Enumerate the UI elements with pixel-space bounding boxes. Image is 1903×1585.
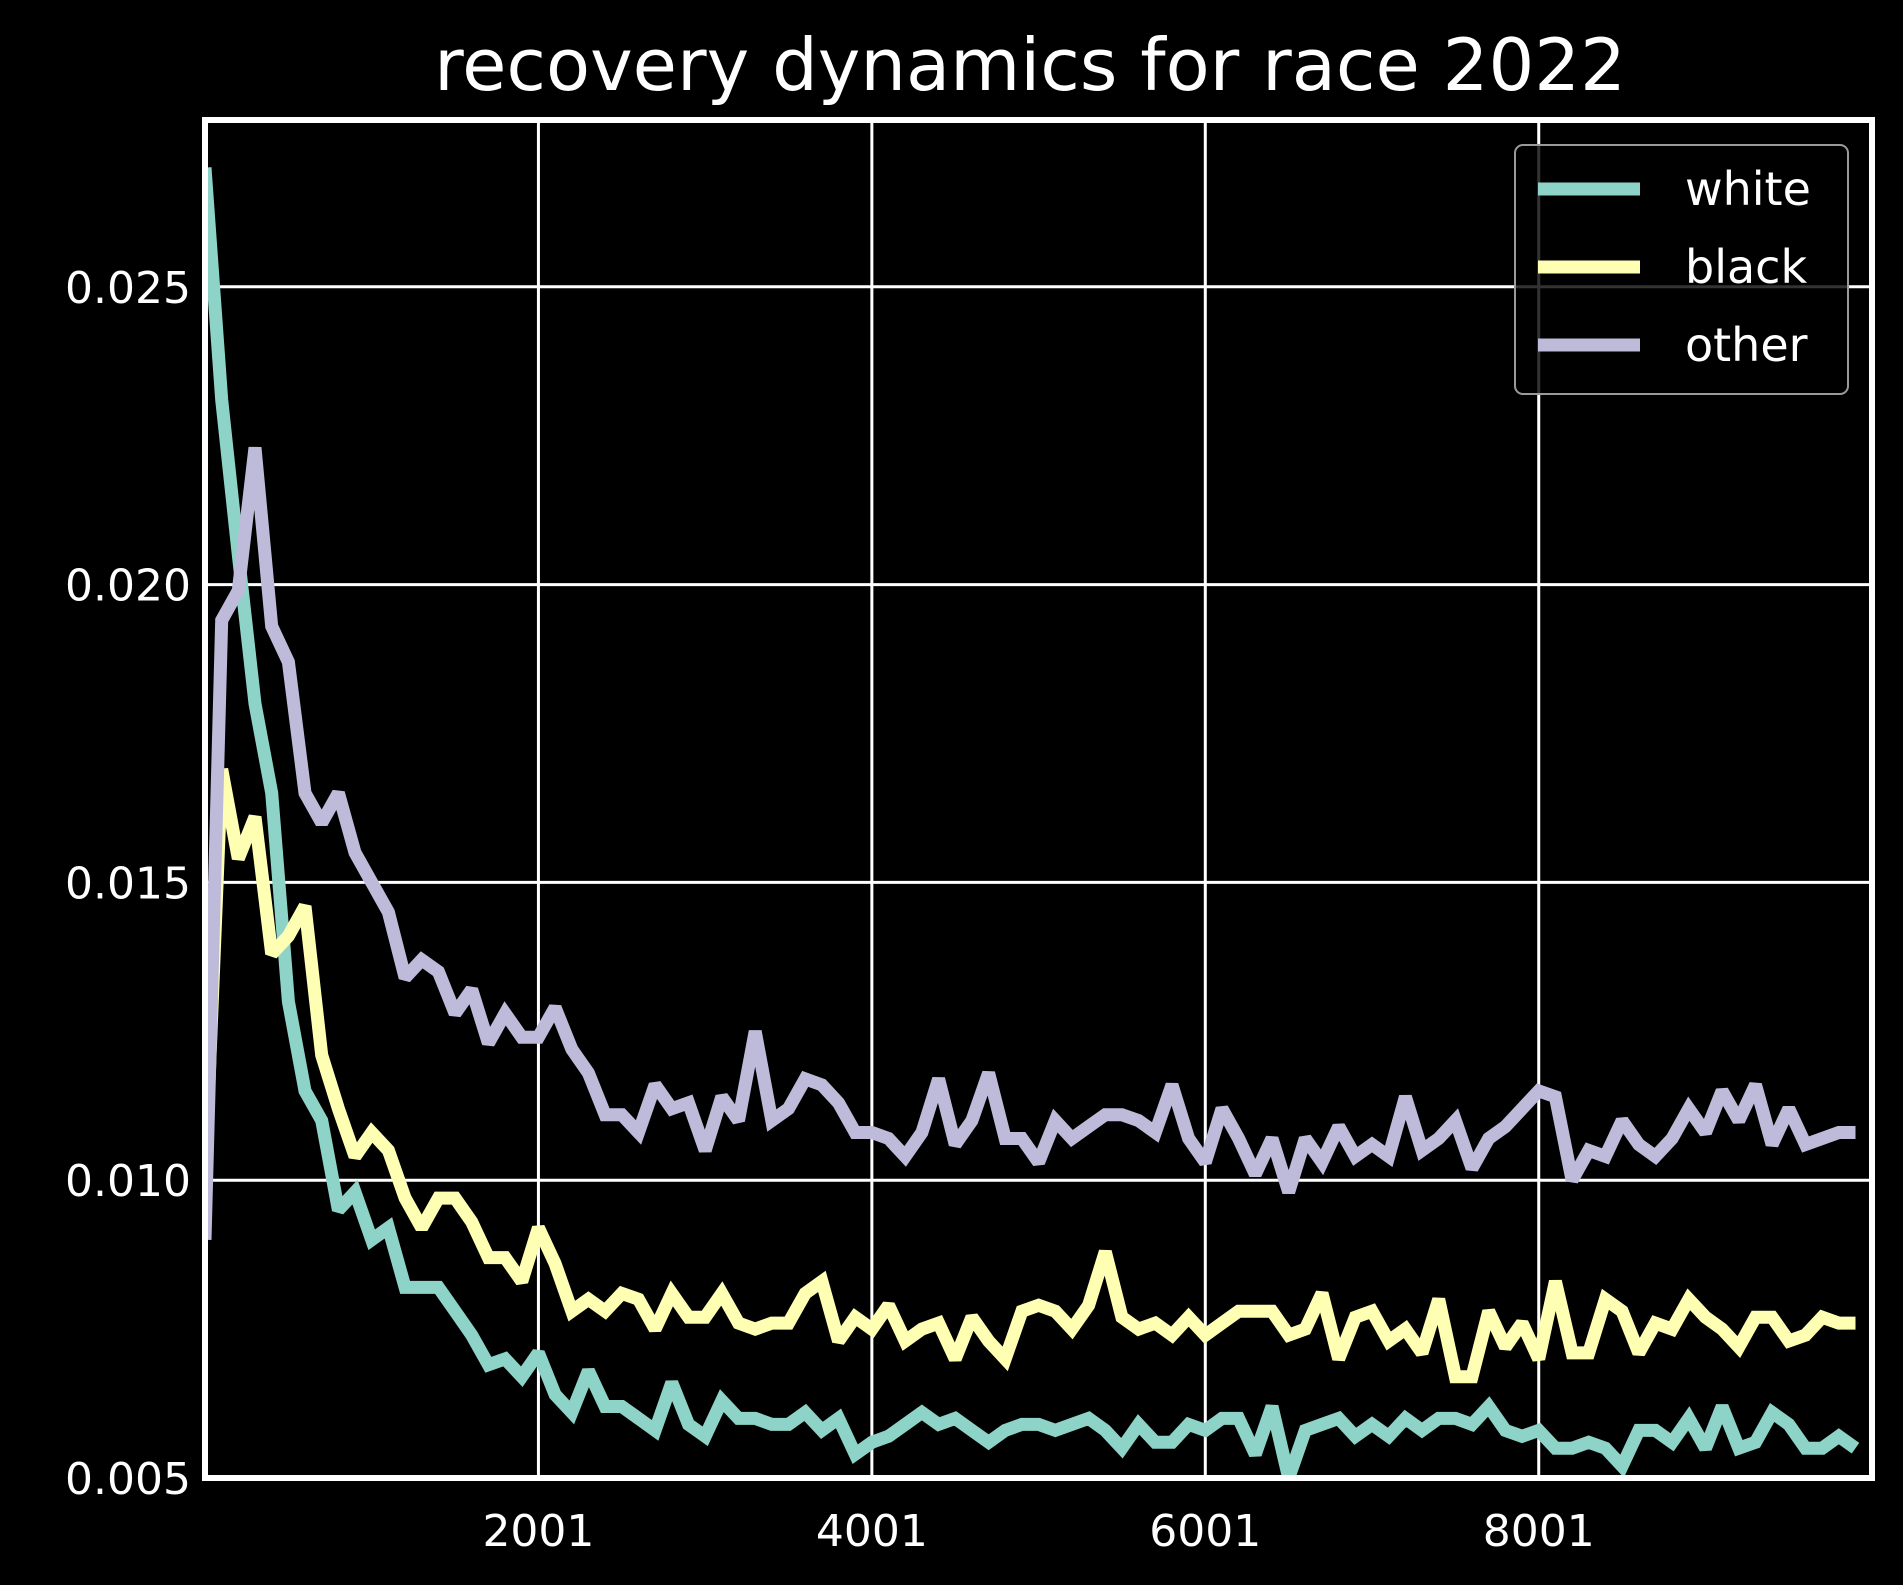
- x-tick-label: 4001: [816, 1506, 928, 1557]
- series-line-white: [205, 167, 1860, 1478]
- x-tick-label: 8001: [1483, 1506, 1595, 1557]
- y-tick-label: 0.005: [65, 1454, 191, 1505]
- x-axis-tick-labels: 2001 4001 6001 8001: [482, 1506, 1594, 1557]
- legend-label-other: other: [1685, 318, 1808, 372]
- y-tick-label: 0.015: [65, 858, 191, 909]
- y-tick-label: 0.025: [65, 263, 191, 314]
- chart-title: recovery dynamics for race 2022: [434, 23, 1626, 107]
- legend-label-black: black: [1685, 240, 1807, 294]
- y-tick-label: 0.010: [65, 1156, 191, 1207]
- y-axis-tick-labels: 0.005 0.010 0.015 0.020 0.025: [65, 263, 191, 1505]
- x-tick-label: 6001: [1149, 1506, 1261, 1557]
- x-tick-label: 2001: [482, 1506, 594, 1557]
- series-line-black: [205, 768, 1856, 1384]
- legend: white black other: [1514, 144, 1849, 395]
- series-layer: [205, 167, 1860, 1478]
- plot-frame: [202, 117, 1875, 1481]
- legend-label-white: white: [1685, 162, 1811, 216]
- legend-box: [1514, 144, 1849, 395]
- series-line-other: [205, 446, 1856, 1240]
- y-tick-label: 0.020: [65, 561, 191, 612]
